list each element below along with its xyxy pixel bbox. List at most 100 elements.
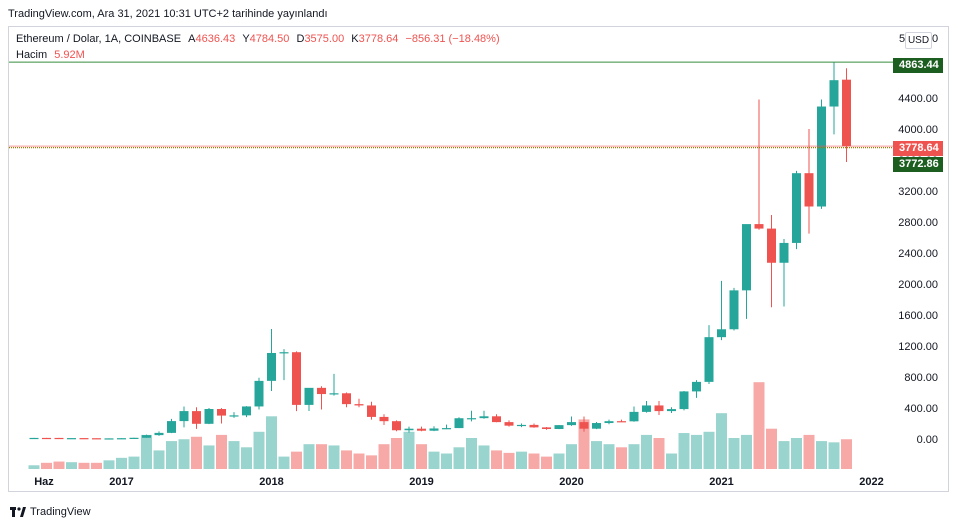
volume-bar [766, 428, 777, 469]
candle-body [717, 329, 726, 338]
volume-bar [241, 447, 252, 469]
volume-bar [728, 438, 740, 469]
volume-bar [391, 438, 402, 469]
volume-bar [641, 434, 652, 469]
volume-bar [553, 453, 565, 469]
candle-body [254, 380, 264, 407]
low-value: 3575.00 [304, 33, 345, 45]
candle-body [104, 438, 114, 440]
volume-bar [303, 444, 315, 469]
candle-body [242, 406, 251, 416]
volume-bar [416, 444, 427, 469]
volume-bar [291, 451, 302, 469]
chart-frame [8, 26, 949, 492]
candle-body [392, 421, 401, 431]
volume-bar [166, 441, 177, 469]
candle-body [479, 416, 489, 419]
candle-body [542, 427, 551, 430]
y-tick-label: 4000.00 [898, 124, 938, 136]
volume-bar [478, 445, 490, 469]
candle-body [354, 404, 364, 406]
volume-bar [203, 445, 215, 469]
volume-bar [653, 438, 665, 469]
volume-bar [191, 436, 202, 469]
price-tag-high: 4863.44 [893, 58, 943, 73]
candle-body [167, 421, 176, 433]
candle-body [92, 438, 101, 440]
candle-body [742, 224, 751, 291]
candle-body [117, 438, 126, 440]
candle-body [342, 393, 351, 405]
x-tick-label: 2020 [559, 476, 583, 488]
volume-bar [828, 442, 840, 469]
candle-body [179, 411, 189, 422]
candle-body [29, 437, 39, 440]
volume-value: 5.92M [54, 49, 85, 61]
y-tick-label: 1600.00 [898, 310, 938, 322]
volume-bar [528, 453, 540, 469]
y-tick-label-partial: 5 [899, 33, 905, 45]
candle-body [554, 425, 564, 430]
volume-bar [116, 457, 127, 469]
high-value: 4784.50 [249, 33, 290, 45]
close-value: 3778.64 [358, 33, 399, 45]
candle-body [667, 409, 676, 412]
footer-brand[interactable]: TradingView [10, 506, 91, 518]
candle-body [317, 387, 326, 395]
volume-legend: Hacim 5.92M [16, 49, 85, 61]
candle-body [567, 422, 576, 426]
volume-bar [566, 444, 577, 469]
volume-bar [503, 452, 515, 469]
open-label: A [188, 33, 196, 45]
volume-bar [541, 456, 552, 469]
footer-brand-text: TradingView [30, 506, 91, 518]
candle-body [429, 428, 439, 431]
candle-body [604, 421, 614, 424]
volume-bar [428, 451, 440, 469]
candle-body [529, 424, 539, 428]
candle-body [592, 423, 601, 429]
change-value: −856.31 (−18.48%) [405, 33, 500, 45]
volume-bar [616, 447, 627, 469]
candle-body [67, 438, 76, 440]
close-label: K [351, 33, 359, 45]
candle-body [617, 421, 626, 423]
candle-body [279, 352, 289, 354]
volume-bar [216, 434, 227, 469]
volume-bar [128, 456, 140, 469]
volume-bar [628, 444, 640, 469]
candle-body [42, 437, 51, 440]
volume-bar [753, 382, 765, 469]
volume-label[interactable]: Hacim [16, 49, 48, 61]
volume-bar [253, 431, 265, 469]
high-label: Y [242, 33, 250, 45]
candle-body [442, 428, 451, 430]
currency-button[interactable]: USD [905, 32, 932, 49]
candle-body [842, 79, 851, 147]
y-tick-label: 400.00 [904, 403, 938, 415]
candle-body [754, 224, 764, 229]
candle-body [679, 391, 689, 410]
candle-body [792, 173, 801, 243]
candle-body [204, 409, 214, 424]
low-label: D [296, 33, 305, 45]
volume-bar [228, 441, 240, 469]
volume-bar [353, 453, 365, 469]
volume-bar [603, 444, 615, 469]
symbol-title[interactable]: Ethereum / Dolar, 1A, COINBASE [16, 33, 182, 45]
volume-bar [78, 462, 90, 469]
y-tick-label: 2800.00 [898, 217, 938, 229]
volume-bar [378, 444, 390, 469]
volume-bar [491, 450, 502, 469]
volume-bar [141, 434, 152, 469]
x-tick-label: 2022 [859, 476, 883, 488]
candle-body [54, 437, 64, 440]
volume-bar [266, 416, 277, 469]
x-tick-label: Haz [34, 476, 54, 488]
x-tick-label: 2017 [109, 476, 133, 488]
volume-bar [578, 419, 590, 469]
candle-body [454, 418, 464, 429]
candle-body [292, 352, 301, 405]
candle-body [304, 387, 314, 405]
